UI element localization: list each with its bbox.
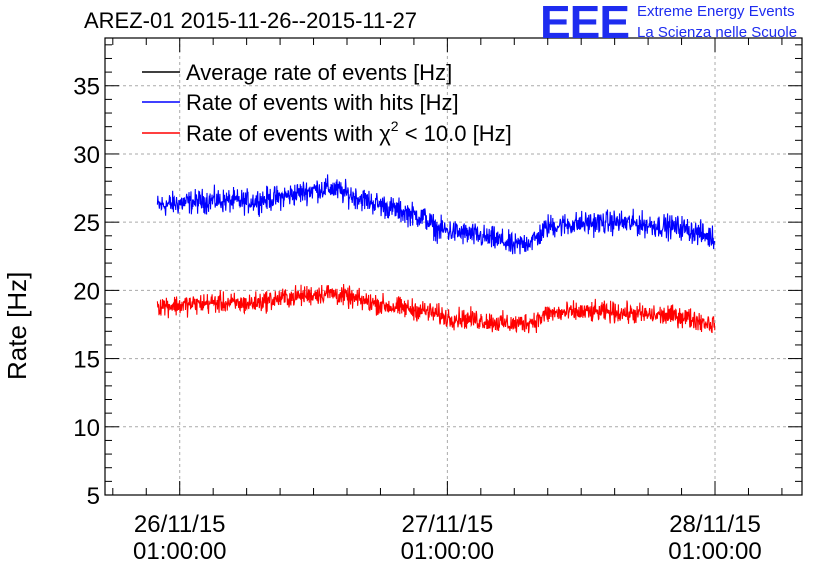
x-tick-label-date: 26/11/15 <box>134 511 226 538</box>
x-tick-label-time: 01:00:00 <box>401 538 494 565</box>
y-tick-label: 25 <box>73 210 100 237</box>
y-axis-label: Rate [Hz] <box>2 271 32 380</box>
y-tick-label: 10 <box>73 415 100 442</box>
x-tick-label-time: 01:00:00 <box>133 538 226 565</box>
y-tick-label: 15 <box>73 347 100 374</box>
y-tick-label: 30 <box>73 142 100 169</box>
y-tick-label: 35 <box>73 74 100 101</box>
x-tick-label-date: 28/11/15 <box>669 511 761 538</box>
plot-frame <box>104 37 803 496</box>
legend-label-2: Rate of events with χ2 < 10.0 [Hz] <box>186 118 512 146</box>
x-tick-label-date: 27/11/15 <box>402 511 494 538</box>
logo-line-2: La Scienza nelle Scuole <box>637 24 798 41</box>
series-line-chi2 <box>156 283 716 334</box>
chart-title: AREZ-01 2015-11-26--2015-11-27 <box>84 8 418 33</box>
logo-line-1: Extreme Energy Events <box>637 3 795 20</box>
x-tick-label-time: 01:00:00 <box>668 538 761 565</box>
y-tick-label: 5 <box>87 483 100 510</box>
eee-logo: EEE <box>540 0 630 48</box>
series-line-hits <box>156 174 716 255</box>
y-tick-label: 20 <box>73 278 100 305</box>
legend-label-0: Average rate of events [Hz] <box>186 60 452 85</box>
legend-label-1: Rate of events with hits [Hz] <box>186 90 459 115</box>
